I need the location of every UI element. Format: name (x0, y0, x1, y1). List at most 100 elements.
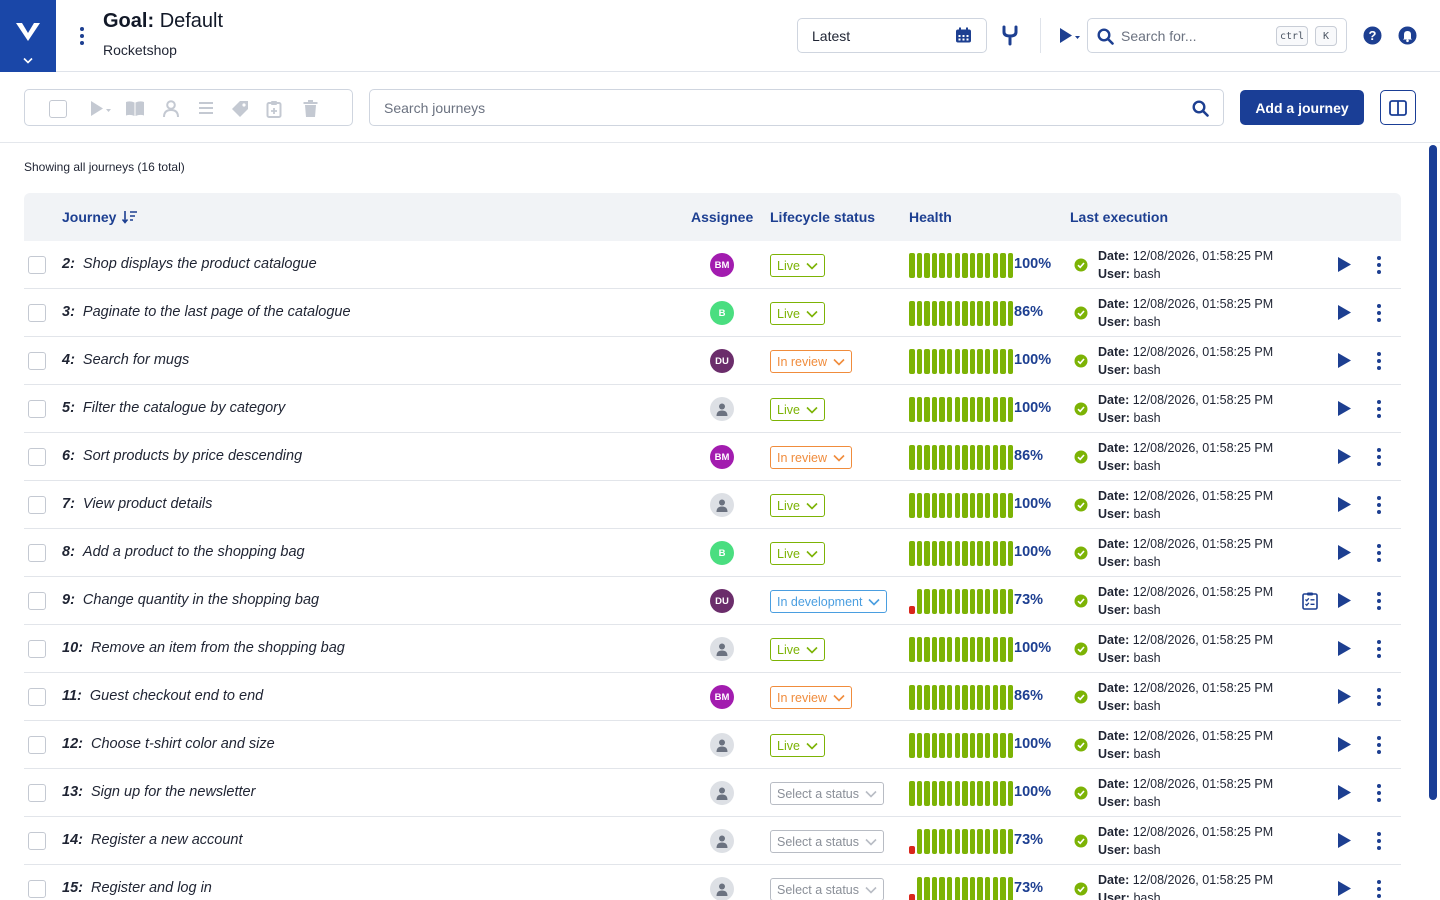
lifecycle-status-select[interactable]: Live (770, 302, 825, 325)
row-more-options-icon[interactable] (1369, 542, 1389, 564)
table-row[interactable]: 5: Filter the catalogue by category Live … (24, 385, 1401, 433)
column-journey[interactable]: Journey (62, 209, 138, 225)
avatar-placeholder[interactable] (710, 877, 734, 900)
app-logo-button[interactable] (0, 0, 56, 72)
row-checkbox[interactable] (28, 832, 46, 850)
column-lifecycle-status[interactable]: Lifecycle status (770, 209, 876, 225)
row-more-options-icon[interactable] (1369, 734, 1389, 756)
avatar[interactable]: BM (710, 253, 734, 277)
avatar-placeholder[interactable] (710, 637, 734, 661)
row-checkbox[interactable] (28, 400, 46, 418)
row-more-options-icon[interactable] (1369, 590, 1389, 612)
row-more-options-icon[interactable] (1369, 302, 1389, 324)
lifecycle-status-select[interactable]: Select a status (770, 878, 884, 900)
avatar[interactable]: BM (710, 685, 734, 709)
row-checkbox[interactable] (28, 352, 46, 370)
avatar[interactable]: DU (710, 589, 734, 613)
column-health[interactable]: Health (909, 209, 952, 225)
journey-name-link[interactable]: 12: Choose t-shirt color and size (62, 736, 275, 752)
row-checkbox[interactable] (28, 256, 46, 274)
avatar[interactable]: B (710, 541, 734, 565)
journey-name-link[interactable]: 9: Change quantity in the shopping bag (62, 592, 319, 608)
lifecycle-status-select[interactable]: Select a status (770, 830, 884, 853)
test-report-icon[interactable] (1302, 592, 1318, 610)
help-icon[interactable]: ? (1363, 26, 1382, 45)
book-icon[interactable] (125, 100, 145, 117)
avatar-placeholder[interactable] (710, 829, 734, 853)
row-more-options-icon[interactable] (1369, 350, 1389, 372)
column-last-execution[interactable]: Last execution (1070, 209, 1169, 225)
lifecycle-status-select[interactable]: Live (770, 398, 825, 421)
row-checkbox[interactable] (28, 544, 46, 562)
row-checkbox[interactable] (28, 688, 46, 706)
column-assignee[interactable]: Assignee (691, 209, 754, 225)
row-more-options-icon[interactable] (1369, 494, 1389, 516)
row-more-options-icon[interactable] (1369, 686, 1389, 708)
avatar[interactable]: DU (710, 349, 734, 373)
run-journey-icon[interactable] (1337, 544, 1352, 561)
run-journey-icon[interactable] (1337, 352, 1352, 369)
row-more-options-icon[interactable] (1369, 830, 1389, 852)
run-menu-icon[interactable] (1059, 27, 1081, 44)
table-row[interactable]: 14: Register a new account Select a statu… (24, 817, 1401, 865)
row-checkbox[interactable] (28, 592, 46, 610)
table-row[interactable]: 15: Register and log in Select a status 7… (24, 865, 1401, 900)
tag-icon[interactable] (231, 100, 249, 118)
lifecycle-status-select[interactable]: In development (770, 590, 888, 613)
avatar[interactable]: B (710, 301, 734, 325)
lifecycle-status-select[interactable]: Live (770, 638, 825, 661)
table-row[interactable]: 13: Sign up for the newsletter Select a s… (24, 769, 1401, 817)
table-row[interactable]: 3: Paginate to the last page of the catal… (24, 289, 1401, 337)
lifecycle-status-select[interactable]: Live (770, 494, 825, 517)
select-all-checkbox[interactable] (49, 100, 67, 118)
row-checkbox[interactable] (28, 784, 46, 802)
row-more-options-icon[interactable] (1369, 254, 1389, 276)
row-more-options-icon[interactable] (1369, 446, 1389, 468)
row-checkbox[interactable] (28, 880, 46, 898)
lifecycle-status-select[interactable]: Live (770, 254, 825, 277)
run-journey-icon[interactable] (1337, 880, 1352, 897)
table-row[interactable]: 10: Remove an item from the shopping bag … (24, 625, 1401, 673)
row-more-options-icon[interactable] (1369, 782, 1389, 804)
run-journey-icon[interactable] (1337, 832, 1352, 849)
journey-name-link[interactable]: 4: Search for mugs (62, 352, 189, 368)
clipboard-icon[interactable] (266, 100, 282, 118)
notifications-icon[interactable] (1398, 26, 1417, 45)
table-row[interactable]: 9: Change quantity in the shopping bag DU… (24, 577, 1401, 625)
run-journey-icon[interactable] (1337, 496, 1352, 513)
run-journey-icon[interactable] (1337, 448, 1352, 465)
journey-name-link[interactable]: 5: Filter the catalogue by category (62, 400, 285, 416)
journey-name-link[interactable]: 7: View product details (62, 496, 212, 512)
table-row[interactable]: 11: Guest checkout end to end BM In revie… (24, 673, 1401, 721)
table-row[interactable]: 6: Sort products by price descending BM I… (24, 433, 1401, 481)
lifecycle-status-select[interactable]: In review (770, 686, 853, 709)
run-journey-icon[interactable] (1337, 400, 1352, 417)
run-journey-icon[interactable] (1337, 688, 1352, 705)
assign-user-icon[interactable] (162, 100, 180, 118)
more-options-icon[interactable] (72, 24, 92, 48)
branch-icon[interactable] (1001, 25, 1019, 46)
avatar-placeholder[interactable] (710, 493, 734, 517)
run-selected-icon[interactable] (90, 100, 112, 117)
journey-name-link[interactable]: 11: Guest checkout end to end (62, 688, 263, 704)
lifecycle-status-select[interactable]: In review (770, 350, 853, 373)
lifecycle-status-select[interactable]: In review (770, 446, 853, 469)
row-checkbox[interactable] (28, 736, 46, 754)
row-checkbox[interactable] (28, 640, 46, 658)
run-journey-icon[interactable] (1337, 304, 1352, 321)
run-journey-icon[interactable] (1337, 592, 1352, 609)
journey-name-link[interactable]: 6: Sort products by price descending (62, 448, 302, 464)
lifecycle-status-select[interactable]: Live (770, 542, 825, 565)
run-journey-icon[interactable] (1337, 736, 1352, 753)
row-more-options-icon[interactable] (1369, 638, 1389, 660)
journey-name-link[interactable]: 3: Paginate to the last page of the catal… (62, 304, 351, 320)
scrollbar[interactable] (1429, 145, 1437, 800)
avatar[interactable]: BM (710, 445, 734, 469)
table-row[interactable]: 2: Shop displays the product catalogue BM… (24, 241, 1401, 289)
journey-name-link[interactable]: 15: Register and log in (62, 880, 212, 896)
table-row[interactable]: 7: View product details Live 100% Date: 1… (24, 481, 1401, 529)
lifecycle-status-select[interactable]: Live (770, 734, 825, 757)
table-row[interactable]: 8: Add a product to the shopping bag B Li… (24, 529, 1401, 577)
avatar-placeholder[interactable] (710, 781, 734, 805)
lifecycle-status-select[interactable]: Select a status (770, 782, 884, 805)
